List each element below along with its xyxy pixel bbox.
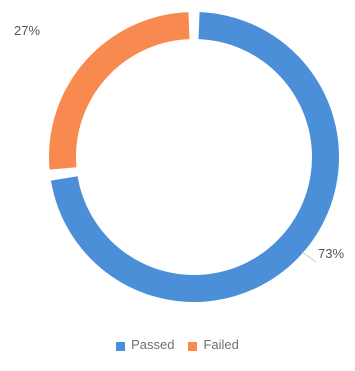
legend-swatch-passed [116, 342, 126, 351]
data-label-passed: 73% [318, 246, 344, 261]
donut-slice-failed[interactable] [49, 12, 190, 170]
legend-swatch-failed [188, 342, 198, 351]
legend-label-failed: Failed [203, 337, 239, 352]
leader-line-passed [301, 251, 317, 263]
data-label-failed: 27% [14, 23, 40, 38]
legend-item-failed[interactable]: Failed [188, 337, 239, 352]
chart-legend: Passed Failed [0, 337, 355, 352]
legend-label-passed: Passed [131, 337, 175, 352]
legend-item-passed[interactable]: Passed [116, 337, 174, 352]
